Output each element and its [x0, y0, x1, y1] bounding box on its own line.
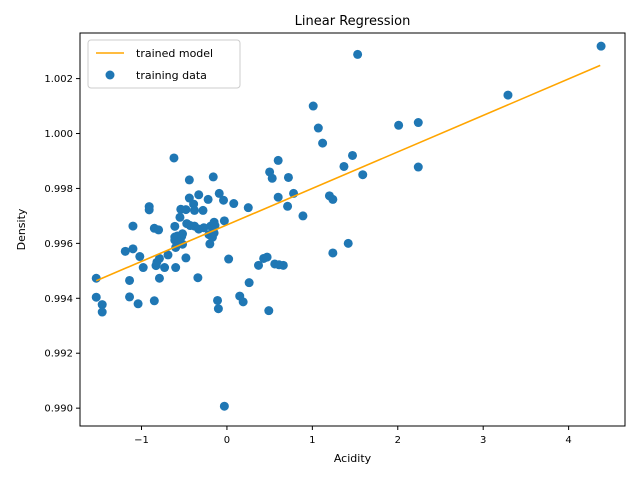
data-point [160, 263, 170, 273]
data-point [133, 299, 143, 309]
data-point [208, 172, 218, 182]
regression-line [95, 64, 601, 282]
data-point [353, 49, 363, 59]
data-point [178, 229, 188, 239]
data-point [219, 401, 229, 411]
data-point [125, 292, 135, 302]
data-point [267, 173, 277, 183]
data-point [413, 118, 423, 128]
y-tick-label: 0.992 [44, 349, 73, 360]
x-axis-label: Acidity [334, 452, 372, 465]
data-point [138, 263, 148, 273]
data-point [97, 300, 107, 310]
data-point [214, 188, 224, 198]
data-point [213, 295, 223, 305]
data-point [278, 260, 288, 270]
data-point [273, 155, 283, 165]
data-point [144, 205, 154, 215]
data-point [213, 304, 223, 314]
data-point [154, 225, 164, 235]
y-tick-label: 0.996 [44, 239, 73, 250]
data-point [184, 175, 194, 185]
chart-title: Linear Regression [295, 14, 411, 29]
data-point [199, 223, 209, 233]
data-point [262, 252, 272, 262]
legend-label-trained-model: trained model [136, 47, 213, 60]
data-point [318, 138, 328, 148]
data-point [224, 254, 234, 264]
data-point [154, 253, 164, 263]
data-point [308, 101, 318, 111]
data-point [328, 194, 338, 204]
data-point [413, 162, 423, 172]
data-point [97, 307, 107, 317]
plot-area [80, 33, 625, 426]
data-point [596, 41, 606, 51]
y-tick-label: 1.000 [44, 129, 73, 140]
data-point [273, 192, 283, 202]
y-tick-label: 1.002 [44, 74, 73, 85]
axes-layer: −1 0 1 2 3 4 0.990 0.992 0.994 0.996 0.998 1.000 1.0… [44, 74, 571, 446]
data-point [283, 201, 293, 211]
data-point [503, 90, 513, 100]
data-layer [91, 41, 606, 411]
data-point [181, 205, 191, 215]
data-point [125, 275, 135, 285]
data-point [358, 170, 368, 180]
legend-label-training-data: training data [136, 69, 207, 82]
data-point [149, 296, 159, 306]
legend: trained model training data [87, 39, 241, 89]
data-point [194, 190, 204, 200]
data-point [169, 153, 179, 163]
data-point [91, 292, 101, 302]
data-point [135, 252, 145, 262]
legend-marker-swatch [105, 70, 115, 80]
data-point [394, 120, 404, 130]
data-point [264, 306, 274, 316]
data-point [154, 273, 164, 283]
y-tick-label: 0.990 [44, 404, 73, 415]
data-point [343, 238, 353, 248]
data-point [229, 199, 239, 209]
x-tick-label: 1 [309, 435, 315, 446]
data-point [210, 221, 220, 231]
x-tick-label: 0 [224, 435, 230, 446]
data-point [203, 194, 213, 204]
data-point [120, 246, 130, 256]
data-point [171, 263, 181, 273]
data-point [244, 278, 254, 288]
data-point [238, 297, 248, 307]
data-point [254, 260, 264, 270]
x-tick-label: 3 [480, 435, 486, 446]
data-point [91, 273, 101, 283]
data-point [219, 216, 229, 226]
data-point [328, 248, 338, 258]
data-point [313, 123, 323, 133]
data-point [181, 253, 191, 263]
data-point [163, 250, 173, 260]
x-tick-label: −1 [134, 435, 149, 446]
data-point [128, 244, 138, 254]
x-tick-label: 2 [395, 435, 401, 446]
data-point [128, 221, 138, 231]
data-point [298, 211, 308, 221]
data-point [170, 221, 180, 231]
data-point [189, 205, 199, 215]
y-tick-label: 0.994 [44, 294, 73, 305]
y-tick-label: 0.998 [44, 184, 73, 195]
x-tick-label: 4 [565, 435, 571, 446]
data-point [339, 161, 349, 171]
axes-frame [79, 32, 626, 427]
data-point [283, 172, 293, 182]
legend-box [87, 39, 241, 89]
data-point [348, 150, 357, 160]
data-point [243, 203, 253, 213]
y-axis-label: Density [15, 208, 28, 250]
data-point [193, 273, 203, 283]
data-point [175, 212, 185, 222]
data-point [198, 205, 208, 215]
data-point [219, 195, 229, 205]
